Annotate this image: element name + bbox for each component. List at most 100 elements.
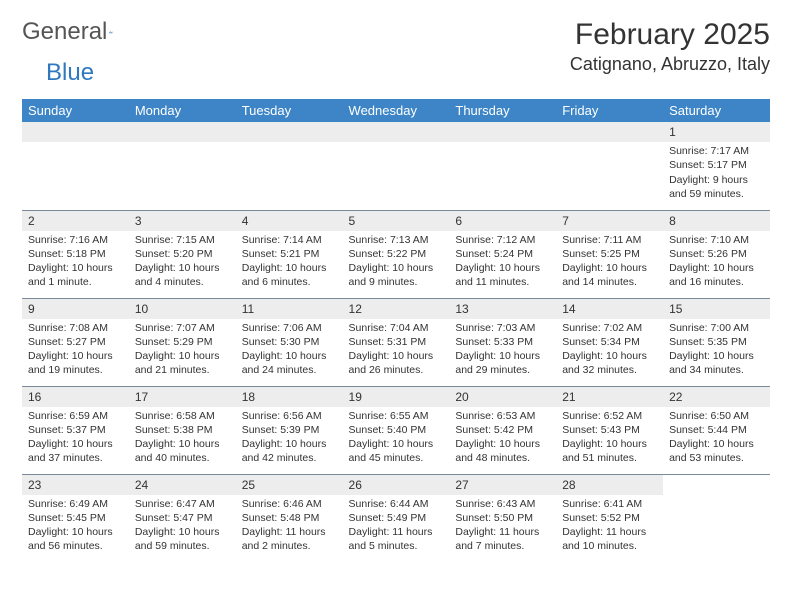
day-body: Sunrise: 6:43 AMSunset: 5:50 PMDaylight:… (449, 495, 556, 558)
sunrise-text: Sunrise: 7:16 AM (28, 233, 123, 247)
day-body: Sunrise: 7:08 AMSunset: 5:27 PMDaylight:… (22, 319, 129, 382)
empty-strip (22, 122, 129, 142)
day-body: Sunrise: 7:00 AMSunset: 5:35 PMDaylight:… (663, 319, 770, 382)
day-body: Sunrise: 6:59 AMSunset: 5:37 PMDaylight:… (22, 407, 129, 470)
sunset-text: Sunset: 5:49 PM (349, 511, 444, 525)
day-body: Sunrise: 7:14 AMSunset: 5:21 PMDaylight:… (236, 231, 343, 294)
day-body: Sunrise: 6:58 AMSunset: 5:38 PMDaylight:… (129, 407, 236, 470)
calendar-cell: 1Sunrise: 7:17 AMSunset: 5:17 PMDaylight… (663, 122, 770, 210)
day-number: 20 (449, 387, 556, 407)
sunrise-text: Sunrise: 7:10 AM (669, 233, 764, 247)
daylight-text: Daylight: 10 hours and 4 minutes. (135, 261, 230, 289)
calendar-cell-empty (663, 474, 770, 562)
brand-word1: General (22, 18, 107, 46)
calendar-cell: 23Sunrise: 6:49 AMSunset: 5:45 PMDayligh… (22, 474, 129, 562)
daylight-text: Daylight: 10 hours and 32 minutes. (562, 349, 657, 377)
day-number: 5 (343, 211, 450, 231)
day-number: 26 (343, 475, 450, 495)
location: Catignano, Abruzzo, Italy (570, 54, 770, 75)
sunset-text: Sunset: 5:18 PM (28, 247, 123, 261)
day-number: 25 (236, 475, 343, 495)
calendar-cell: 26Sunrise: 6:44 AMSunset: 5:49 PMDayligh… (343, 474, 450, 562)
sunrise-text: Sunrise: 6:43 AM (455, 497, 550, 511)
daylight-text: Daylight: 11 hours and 2 minutes. (242, 525, 337, 553)
sunrise-text: Sunrise: 6:47 AM (135, 497, 230, 511)
daylight-text: Daylight: 10 hours and 37 minutes. (28, 437, 123, 465)
daylight-text: Daylight: 10 hours and 34 minutes. (669, 349, 764, 377)
day-body: Sunrise: 7:04 AMSunset: 5:31 PMDaylight:… (343, 319, 450, 382)
daylight-text: Daylight: 10 hours and 53 minutes. (669, 437, 764, 465)
day-number: 17 (129, 387, 236, 407)
calendar-cell-empty (556, 122, 663, 210)
day-number: 10 (129, 299, 236, 319)
daylight-text: Daylight: 10 hours and 59 minutes. (135, 525, 230, 553)
sunset-text: Sunset: 5:50 PM (455, 511, 550, 525)
sunset-text: Sunset: 5:47 PM (135, 511, 230, 525)
weekday-header: Monday (129, 99, 236, 122)
sunset-text: Sunset: 5:24 PM (455, 247, 550, 261)
daylight-text: Daylight: 10 hours and 24 minutes. (242, 349, 337, 377)
day-body: Sunrise: 7:11 AMSunset: 5:25 PMDaylight:… (556, 231, 663, 294)
empty-strip (449, 122, 556, 142)
calendar-cell-empty (22, 122, 129, 210)
day-number: 16 (22, 387, 129, 407)
sunset-text: Sunset: 5:25 PM (562, 247, 657, 261)
daylight-text: Daylight: 10 hours and 14 minutes. (562, 261, 657, 289)
weekday-header: Tuesday (236, 99, 343, 122)
day-number: 9 (22, 299, 129, 319)
calendar-cell: 6Sunrise: 7:12 AMSunset: 5:24 PMDaylight… (449, 210, 556, 298)
calendar-cell: 20Sunrise: 6:53 AMSunset: 5:42 PMDayligh… (449, 386, 556, 474)
brand-logo: General (22, 18, 133, 46)
calendar-cell: 12Sunrise: 7:04 AMSunset: 5:31 PMDayligh… (343, 298, 450, 386)
calendar-cell-empty (129, 122, 236, 210)
sunset-text: Sunset: 5:38 PM (135, 423, 230, 437)
day-number: 28 (556, 475, 663, 495)
calendar-row: 1Sunrise: 7:17 AMSunset: 5:17 PMDaylight… (22, 122, 770, 210)
sunset-text: Sunset: 5:22 PM (349, 247, 444, 261)
calendar-cell: 15Sunrise: 7:00 AMSunset: 5:35 PMDayligh… (663, 298, 770, 386)
sunrise-text: Sunrise: 7:00 AM (669, 321, 764, 335)
calendar-row: 2Sunrise: 7:16 AMSunset: 5:18 PMDaylight… (22, 210, 770, 298)
day-number: 8 (663, 211, 770, 231)
sunset-text: Sunset: 5:42 PM (455, 423, 550, 437)
sunrise-text: Sunrise: 7:08 AM (28, 321, 123, 335)
calendar-cell-empty (236, 122, 343, 210)
sunrise-text: Sunrise: 6:49 AM (28, 497, 123, 511)
sunrise-text: Sunrise: 7:13 AM (349, 233, 444, 247)
empty-strip (129, 122, 236, 142)
sunrise-text: Sunrise: 6:55 AM (349, 409, 444, 423)
daylight-text: Daylight: 10 hours and 26 minutes. (349, 349, 444, 377)
day-body: Sunrise: 6:52 AMSunset: 5:43 PMDaylight:… (556, 407, 663, 470)
sunset-text: Sunset: 5:21 PM (242, 247, 337, 261)
day-body: Sunrise: 6:47 AMSunset: 5:47 PMDaylight:… (129, 495, 236, 558)
calendar-cell: 14Sunrise: 7:02 AMSunset: 5:34 PMDayligh… (556, 298, 663, 386)
empty-strip (556, 122, 663, 142)
day-number: 21 (556, 387, 663, 407)
sunset-text: Sunset: 5:27 PM (28, 335, 123, 349)
day-number: 14 (556, 299, 663, 319)
weekday-header-row: SundayMondayTuesdayWednesdayThursdayFrid… (22, 99, 770, 122)
weekday-header: Thursday (449, 99, 556, 122)
sunrise-text: Sunrise: 6:46 AM (242, 497, 337, 511)
empty-strip (236, 122, 343, 142)
sunrise-text: Sunrise: 7:14 AM (242, 233, 337, 247)
sunset-text: Sunset: 5:52 PM (562, 511, 657, 525)
daylight-text: Daylight: 9 hours and 59 minutes. (669, 173, 764, 201)
calendar-cell: 13Sunrise: 7:03 AMSunset: 5:33 PMDayligh… (449, 298, 556, 386)
day-body: Sunrise: 7:02 AMSunset: 5:34 PMDaylight:… (556, 319, 663, 382)
calendar-body: 1Sunrise: 7:17 AMSunset: 5:17 PMDaylight… (22, 122, 770, 562)
sunset-text: Sunset: 5:30 PM (242, 335, 337, 349)
sunrise-text: Sunrise: 6:44 AM (349, 497, 444, 511)
sunset-text: Sunset: 5:31 PM (349, 335, 444, 349)
calendar-row: 23Sunrise: 6:49 AMSunset: 5:45 PMDayligh… (22, 474, 770, 562)
calendar-cell: 16Sunrise: 6:59 AMSunset: 5:37 PMDayligh… (22, 386, 129, 474)
sunrise-text: Sunrise: 7:04 AM (349, 321, 444, 335)
day-body: Sunrise: 6:46 AMSunset: 5:48 PMDaylight:… (236, 495, 343, 558)
daylight-text: Daylight: 10 hours and 9 minutes. (349, 261, 444, 289)
daylight-text: Daylight: 10 hours and 6 minutes. (242, 261, 337, 289)
calendar-cell: 28Sunrise: 6:41 AMSunset: 5:52 PMDayligh… (556, 474, 663, 562)
daylight-text: Daylight: 11 hours and 10 minutes. (562, 525, 657, 553)
day-number: 1 (663, 122, 770, 142)
sunrise-text: Sunrise: 7:17 AM (669, 144, 764, 158)
calendar-row: 16Sunrise: 6:59 AMSunset: 5:37 PMDayligh… (22, 386, 770, 474)
